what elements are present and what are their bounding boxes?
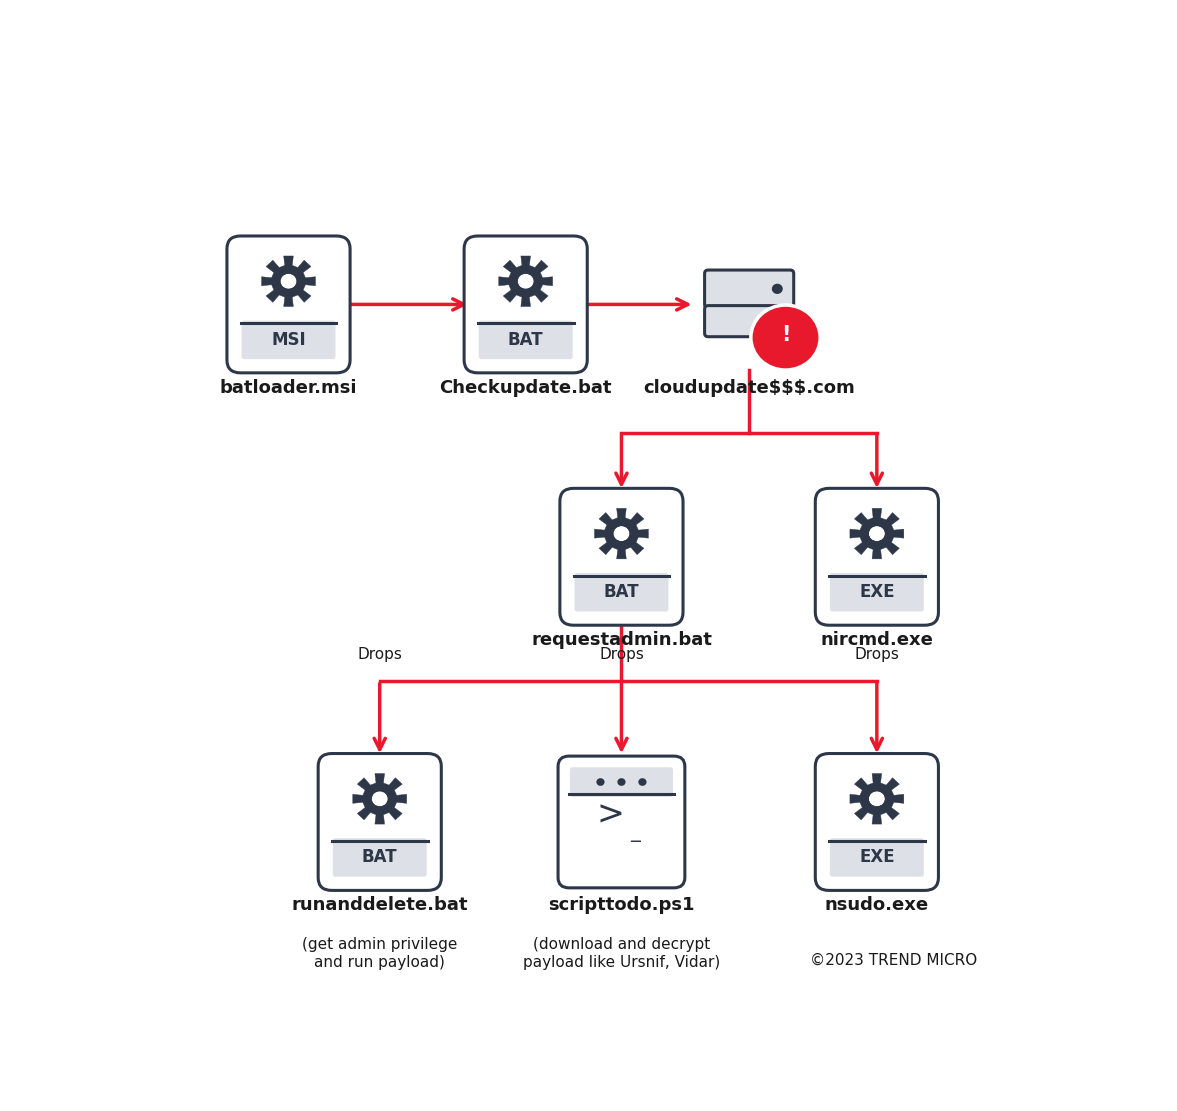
Text: !: ! bbox=[780, 326, 790, 346]
Circle shape bbox=[372, 792, 387, 805]
Text: EXE: EXE bbox=[859, 849, 895, 867]
FancyBboxPatch shape bbox=[560, 489, 683, 625]
Text: BAT: BAT bbox=[361, 849, 398, 867]
FancyBboxPatch shape bbox=[227, 236, 350, 373]
FancyBboxPatch shape bbox=[705, 270, 793, 308]
Text: nircmd.exe: nircmd.exe bbox=[820, 631, 933, 649]
Text: batloader.msi: batloader.msi bbox=[220, 379, 358, 397]
Text: BAT: BAT bbox=[507, 331, 544, 349]
Text: cloudupdate$$$.com: cloudupdate$$$.com bbox=[644, 379, 855, 397]
FancyBboxPatch shape bbox=[830, 838, 924, 877]
Polygon shape bbox=[499, 256, 553, 307]
Text: scripttodo.ps1: scripttodo.ps1 bbox=[548, 897, 694, 914]
FancyBboxPatch shape bbox=[816, 753, 938, 890]
Polygon shape bbox=[353, 773, 407, 824]
Polygon shape bbox=[850, 509, 904, 559]
Text: EXE: EXE bbox=[859, 583, 895, 601]
Polygon shape bbox=[850, 773, 904, 824]
Circle shape bbox=[618, 778, 625, 785]
FancyBboxPatch shape bbox=[558, 757, 685, 888]
Circle shape bbox=[518, 274, 533, 288]
Text: ©2023 TREND MICRO: ©2023 TREND MICRO bbox=[810, 952, 977, 968]
FancyBboxPatch shape bbox=[816, 489, 938, 625]
FancyBboxPatch shape bbox=[333, 838, 427, 877]
FancyBboxPatch shape bbox=[318, 753, 441, 890]
FancyBboxPatch shape bbox=[570, 768, 673, 797]
FancyBboxPatch shape bbox=[464, 236, 587, 373]
Circle shape bbox=[614, 527, 629, 540]
Circle shape bbox=[597, 778, 605, 785]
Circle shape bbox=[864, 522, 890, 546]
Circle shape bbox=[609, 522, 634, 546]
Text: >: > bbox=[597, 799, 625, 832]
Polygon shape bbox=[594, 509, 649, 559]
Circle shape bbox=[870, 792, 884, 805]
Polygon shape bbox=[261, 256, 315, 307]
FancyBboxPatch shape bbox=[574, 573, 669, 611]
Circle shape bbox=[751, 306, 820, 370]
Text: Drops: Drops bbox=[599, 647, 644, 662]
FancyBboxPatch shape bbox=[479, 321, 573, 359]
Circle shape bbox=[870, 527, 884, 540]
Circle shape bbox=[367, 787, 392, 811]
Text: MSI: MSI bbox=[271, 331, 306, 349]
Text: nsudo.exe: nsudo.exe bbox=[825, 897, 929, 914]
Text: Drops: Drops bbox=[358, 647, 403, 662]
Text: BAT: BAT bbox=[604, 583, 639, 601]
Circle shape bbox=[772, 283, 783, 294]
Text: (download and decrypt
payload like Ursnif, Vidar): (download and decrypt payload like Ursni… bbox=[523, 938, 720, 970]
Circle shape bbox=[772, 316, 783, 327]
FancyBboxPatch shape bbox=[241, 321, 335, 359]
Text: Drops: Drops bbox=[855, 647, 899, 662]
Circle shape bbox=[281, 274, 295, 288]
Text: runanddelete.bat: runanddelete.bat bbox=[292, 897, 468, 914]
Text: Checkupdate.bat: Checkupdate.bat bbox=[439, 379, 612, 397]
FancyBboxPatch shape bbox=[830, 573, 924, 611]
Circle shape bbox=[864, 787, 890, 811]
Circle shape bbox=[513, 270, 538, 293]
Text: _: _ bbox=[630, 823, 640, 842]
Text: requestadmin.bat: requestadmin.bat bbox=[531, 631, 712, 649]
Circle shape bbox=[277, 270, 301, 293]
Text: (get admin privilege
and run payload): (get admin privilege and run payload) bbox=[302, 938, 458, 970]
Circle shape bbox=[638, 778, 646, 785]
FancyBboxPatch shape bbox=[705, 306, 793, 337]
